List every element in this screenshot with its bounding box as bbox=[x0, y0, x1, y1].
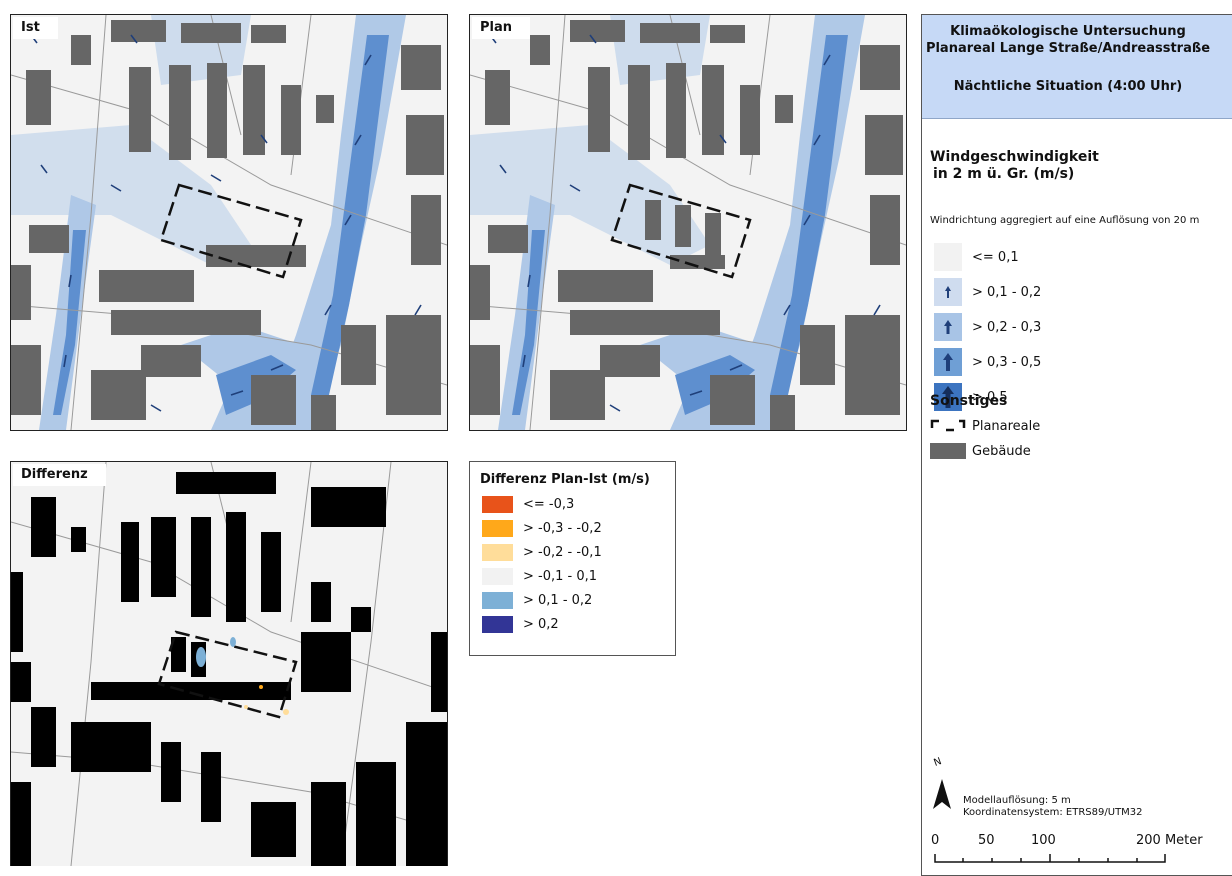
report-title: Klimaökologische Untersuchung bbox=[950, 24, 1186, 39]
wind-legend-item: > 0,3 - 0,5 bbox=[934, 348, 1041, 376]
legend-swatch bbox=[482, 567, 513, 585]
difference-patches bbox=[196, 637, 289, 715]
scale-tick-label: 100 bbox=[1031, 833, 1056, 848]
arrow-up-icon bbox=[934, 383, 962, 411]
map-panel-differenz[interactable]: Differenz bbox=[10, 461, 448, 866]
wind-legend-item: > 0,2 - 0,3 bbox=[934, 313, 1041, 341]
wind-legend-item: > 0,1 - 0,2 bbox=[934, 278, 1041, 306]
difference-legend: Differenz Plan-Ist (m/s) <= -0,3 > -0,3 … bbox=[469, 461, 676, 656]
plan-area-outline bbox=[159, 183, 303, 279]
report-subtitle: Planareal Lange Straße/Andreasstraße bbox=[925, 41, 1211, 56]
buildings bbox=[11, 20, 444, 430]
legend-swatch bbox=[482, 519, 513, 537]
legend-item-label: Gebäude bbox=[972, 443, 1031, 459]
scale-tick-label: 50 bbox=[978, 833, 995, 848]
plan-area-outline bbox=[157, 630, 298, 719]
map-canvas-differenz bbox=[11, 462, 447, 866]
legend-item-label: > -0,1 - 0,1 bbox=[523, 568, 598, 584]
legend-item-label: > -0,2 - -0,1 bbox=[523, 544, 602, 560]
other-legend-title: Sonstiges bbox=[930, 393, 1008, 409]
difference-legend-item: > 0,2 bbox=[482, 615, 559, 633]
legend-item-label: > 0,1 - 0,2 bbox=[972, 284, 1042, 300]
scale-bar bbox=[934, 854, 1166, 863]
difference-legend-item: > -0,3 - -0,2 bbox=[482, 519, 602, 537]
difference-legend-item: > -0,1 - 0,1 bbox=[482, 567, 597, 585]
model-resolution: Modellauflösung: 5 m bbox=[963, 795, 1071, 806]
arrow-up-icon bbox=[934, 313, 962, 341]
map-panel-ist[interactable]: Ist bbox=[10, 14, 448, 431]
wind-arrows bbox=[489, 34, 881, 412]
map-label-ist: Ist bbox=[13, 17, 58, 39]
map-canvas-ist bbox=[11, 15, 447, 430]
legend-swatch bbox=[482, 495, 513, 513]
arrow-up-icon bbox=[934, 278, 962, 306]
legend-item-plan-area: Planareale bbox=[930, 418, 1040, 434]
legend-swatch bbox=[482, 591, 513, 609]
difference-legend-item: > 0,1 - 0,2 bbox=[482, 591, 592, 609]
map-canvas-plan bbox=[470, 15, 906, 430]
legend-item-label: > 0,5 bbox=[972, 389, 1008, 405]
buildings bbox=[470, 20, 903, 430]
legend-item-label: <= -0,3 bbox=[523, 496, 575, 512]
wind-legend-title: Windgeschwindigkeit bbox=[930, 149, 1099, 165]
wind-direction-note: Windrichtung aggregiert auf eine Auflösu… bbox=[930, 215, 1200, 226]
legend-item-label: Planareale bbox=[972, 418, 1041, 434]
plan-area-outline bbox=[610, 183, 752, 279]
difference-legend-title: Differenz Plan-Ist (m/s) bbox=[480, 472, 650, 487]
legend-swatch bbox=[482, 543, 513, 561]
coordinate-system: Koordinatensystem: ETRS89/UTM32 bbox=[963, 807, 1143, 818]
plan-area-icon bbox=[930, 419, 966, 432]
legend-item-label: > 0,2 - 0,3 bbox=[972, 319, 1042, 335]
legend-item-label: <= 0,1 bbox=[972, 249, 1019, 265]
legend-item-building: Gebäude bbox=[930, 443, 1031, 459]
scale-tick-label: 0 bbox=[931, 833, 940, 848]
legend-item-label: > 0,1 - 0,2 bbox=[523, 592, 593, 608]
scale-tick-label: 200 Meter bbox=[1136, 833, 1203, 848]
map-label-differenz: Differenz bbox=[13, 464, 106, 486]
difference-legend-item: <= -0,3 bbox=[482, 495, 574, 513]
wind-legend-item: <= 0,1 bbox=[934, 243, 1019, 271]
wind-legend-subtitle: in 2 m ü. Gr. (m/s) bbox=[933, 166, 1075, 182]
buildings bbox=[11, 472, 447, 866]
legend-item-label: > -0,3 - -0,2 bbox=[523, 520, 602, 536]
map-label-plan: Plan bbox=[472, 17, 531, 39]
wind-legend-item: > 0,5 bbox=[934, 383, 1008, 411]
arrow-up-icon bbox=[934, 348, 962, 376]
north-arrow-icon bbox=[933, 779, 951, 809]
legend-item-label: > 0,2 bbox=[523, 616, 559, 632]
situation-label: Nächtliche Situation (4:00 Uhr) bbox=[953, 79, 1183, 94]
legend-sidebar: Klimaökologische Untersuchung Planareal … bbox=[921, 14, 1232, 876]
sidebar-header: Klimaökologische Untersuchung Planareal … bbox=[922, 15, 1232, 119]
building-swatch bbox=[930, 443, 966, 459]
map-panel-plan[interactable]: Plan bbox=[469, 14, 907, 431]
legend-item-label: > 0,3 - 0,5 bbox=[972, 354, 1042, 370]
legend-swatch bbox=[482, 615, 513, 633]
difference-legend-item: > -0,2 - -0,1 bbox=[482, 543, 602, 561]
legend-swatch bbox=[934, 243, 962, 271]
